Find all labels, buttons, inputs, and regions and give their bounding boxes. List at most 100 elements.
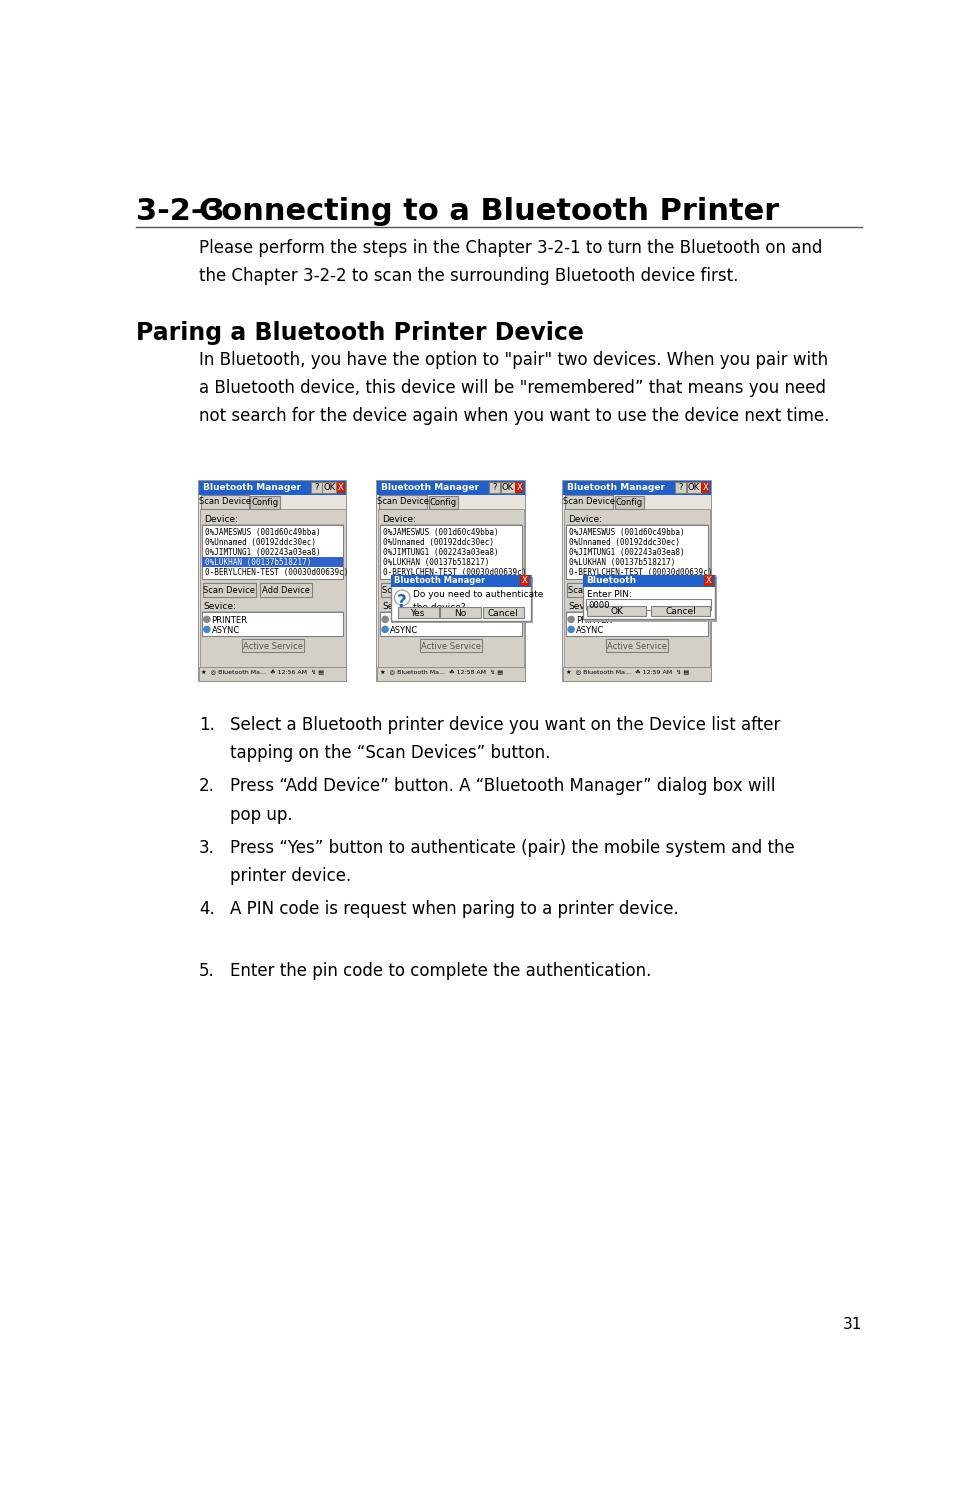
Text: PRINTER: PRINTER (211, 615, 247, 624)
Text: No: No (454, 609, 466, 618)
Bar (398, 608, 439, 618)
Text: Select a Bluetooth printer device you want on the Device list after
tapping on t: Select a Bluetooth printer device you wa… (231, 716, 780, 763)
Text: Config: Config (251, 498, 278, 507)
Text: ?: ? (492, 483, 496, 492)
Text: 0%LUKHAN (00137b518217): 0%LUKHAN (00137b518217) (382, 558, 489, 567)
Bar (260, 584, 312, 597)
Circle shape (203, 617, 210, 623)
Text: Bluetooth Manager: Bluetooth Manager (394, 576, 486, 585)
Text: Bluetooth Manager: Bluetooth Manager (381, 483, 480, 492)
Text: Bluetooth: Bluetooth (586, 576, 636, 585)
Bar (322, 483, 337, 493)
Bar (585, 578, 717, 621)
Text: PRINTER: PRINTER (390, 615, 426, 624)
Bar (202, 525, 343, 579)
Text: Sevice:: Sevice: (382, 602, 414, 611)
Bar (200, 495, 249, 508)
Bar (203, 584, 256, 597)
Bar (564, 508, 710, 668)
Bar (651, 606, 710, 617)
Bar (489, 483, 500, 493)
Bar (381, 584, 434, 597)
Text: Enter PIN:: Enter PIN: (588, 590, 632, 599)
Bar (438, 584, 490, 597)
Bar (310, 483, 321, 493)
Bar (202, 612, 343, 636)
Text: Do you need to authenticate
the device?: Do you need to authenticate the device? (413, 590, 543, 612)
Bar (563, 481, 710, 495)
Text: In Bluetooth, you have the option to "pair" two devices. When you pair with
a Bl: In Bluetooth, you have the option to "pa… (199, 352, 830, 426)
Bar (588, 606, 646, 617)
Text: 3-2-3: 3-2-3 (135, 197, 224, 227)
Bar (378, 481, 524, 681)
Bar (391, 575, 531, 621)
Bar (675, 483, 686, 493)
Text: 0%JIMTUNG1 (002243a03ea8): 0%JIMTUNG1 (002243a03ea8) (204, 547, 320, 556)
Text: Config: Config (616, 498, 643, 507)
Text: ★  ◎ Bluetooth Ma...  ☘ 12:59 AM  ↯ ▤: ★ ◎ Bluetooth Ma... ☘ 12:59 AM ↯ ▤ (565, 669, 689, 675)
Circle shape (382, 626, 388, 633)
Bar (378, 668, 524, 681)
Text: Sevice:: Sevice: (568, 602, 601, 611)
Text: Config: Config (430, 498, 456, 507)
Text: ★  ◎ Bluetooth Ma...  ☘ 12:56 AM  ↯ ▤: ★ ◎ Bluetooth Ma... ☘ 12:56 AM ↯ ▤ (201, 669, 325, 675)
Text: Scan Device: Scan Device (567, 585, 620, 594)
Bar (586, 600, 711, 611)
Text: PRINTER: PRINTER (576, 615, 612, 624)
Text: Yes: Yes (411, 609, 425, 618)
Text: ASYNC: ASYNC (211, 626, 239, 635)
Bar (378, 495, 524, 681)
Text: OK: OK (501, 483, 514, 492)
Text: 0-BERYLCHEN-TEST (00030d00639c): 0-BERYLCHEN-TEST (00030d00639c) (382, 569, 526, 578)
Bar (199, 508, 345, 668)
Text: 0%LUKHAN (00137b518217): 0%LUKHAN (00137b518217) (569, 558, 675, 567)
Bar (199, 481, 346, 495)
Text: 0%Unnamed (00192ddc30ec): 0%Unnamed (00192ddc30ec) (569, 538, 680, 547)
Text: 0%JIMTUNG1 (002243a03ea8): 0%JIMTUNG1 (002243a03ea8) (569, 547, 684, 556)
Text: Device:: Device: (203, 514, 237, 523)
Text: ?: ? (397, 593, 407, 611)
Bar (566, 612, 707, 636)
Bar (703, 576, 713, 585)
Text: ?: ? (678, 483, 683, 492)
Text: ASYNC: ASYNC (390, 626, 418, 635)
Bar (199, 668, 346, 681)
Bar (565, 495, 613, 508)
Text: Device:: Device: (382, 514, 416, 523)
Text: Bluetooth Manager: Bluetooth Manager (203, 483, 301, 492)
Text: OK: OK (688, 483, 700, 492)
Text: 0%LUKHAN (00137b518217): 0%LUKHAN (00137b518217) (204, 558, 311, 567)
Text: Paring a Bluetooth Printer Device: Paring a Bluetooth Printer Device (135, 320, 584, 344)
Text: 0%Unnamed (00192ddc30ec): 0%Unnamed (00192ddc30ec) (204, 538, 315, 547)
Text: 0%JAMESWUS (001d60c49bba): 0%JAMESWUS (001d60c49bba) (382, 528, 498, 537)
Bar (520, 576, 529, 585)
Text: X: X (703, 483, 708, 492)
Bar (483, 608, 523, 618)
Bar (394, 578, 533, 623)
Text: 2.: 2. (199, 778, 215, 796)
Bar (428, 496, 458, 508)
Text: Cancel: Cancel (487, 609, 519, 618)
Text: OK: OK (323, 483, 336, 492)
Bar (563, 495, 710, 681)
Text: Add Device: Add Device (627, 585, 674, 594)
Text: ?: ? (314, 483, 318, 492)
Text: Cancel: Cancel (665, 608, 696, 617)
Text: Scan Device: Scan Device (381, 585, 434, 594)
Text: X: X (517, 483, 523, 492)
Bar (250, 496, 279, 508)
Text: 0%JAMESWUS (001d60c49bba): 0%JAMESWUS (001d60c49bba) (569, 528, 684, 537)
Text: 0-BERYLCHEN-TEST (00030d00639c): 0-BERYLCHEN-TEST (00030d00639c) (569, 569, 712, 578)
Bar (378, 481, 524, 495)
Bar (420, 639, 482, 651)
Bar (567, 584, 620, 597)
Text: X: X (705, 576, 711, 585)
Bar (615, 496, 644, 508)
Bar (380, 612, 522, 636)
Text: 31: 31 (843, 1318, 862, 1333)
Bar (380, 525, 522, 579)
Bar (606, 639, 668, 651)
Bar (500, 483, 515, 493)
Bar (563, 481, 710, 681)
Bar (516, 483, 523, 493)
